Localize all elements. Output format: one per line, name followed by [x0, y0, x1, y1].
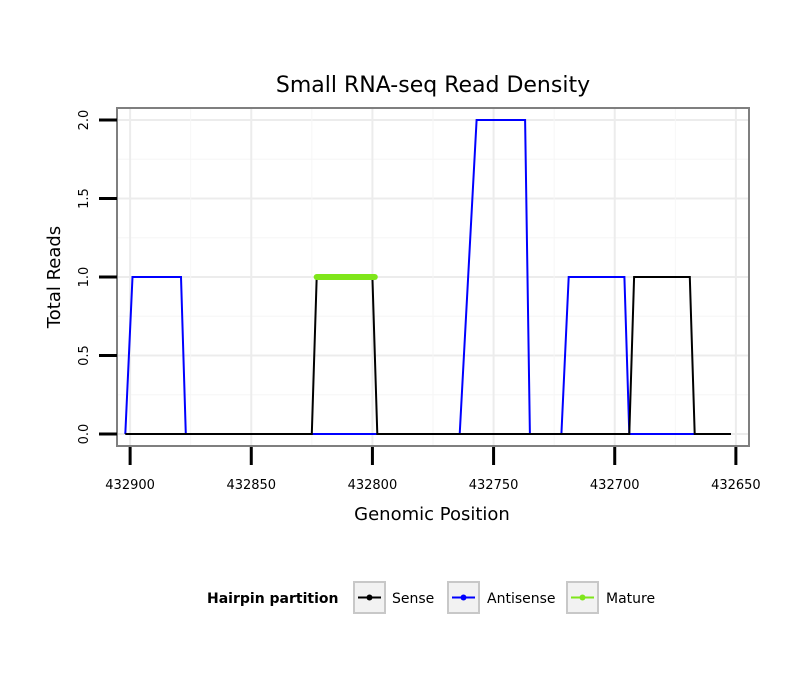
y-axis: 0.0 0.5 1.0 1.5 2.0 — [77, 110, 117, 445]
legend: Hairpin partition Sense Antisense Mature — [207, 581, 655, 614]
y-tick-label: 1.0 — [77, 267, 92, 288]
x-tick-label: 432750 — [469, 478, 519, 493]
y-axis-title: Total Reads — [44, 226, 65, 329]
series-layer — [124, 119, 731, 435]
legend-key-point — [579, 594, 586, 601]
legend-key-point — [366, 594, 373, 601]
x-axis-title: Genomic Position — [354, 504, 510, 525]
y-tick-label: 2.0 — [77, 110, 92, 131]
x-tick-label: 432700 — [590, 478, 640, 493]
legend-title: Hairpin partition — [207, 591, 338, 607]
series-line-sense — [125, 276, 731, 435]
y-tick-label: 0.5 — [77, 345, 92, 366]
x-tick-label: 432650 — [711, 478, 761, 493]
legend-label-antisense: Antisense — [487, 591, 556, 607]
x-tick-label: 432800 — [348, 478, 398, 493]
legend-key-point — [460, 594, 467, 601]
y-tick-label: 1.5 — [77, 188, 92, 209]
chart-title: Small RNA-seq Read Density — [276, 73, 590, 98]
legend-label-mature: Mature — [606, 591, 655, 607]
y-tick-label: 0.0 — [77, 424, 92, 445]
x-tick-label: 432850 — [226, 478, 276, 493]
series-line-antisense — [124, 119, 722, 435]
x-axis: 432900 432850 432800 432750 432700 432650 — [105, 447, 761, 493]
legend-label-sense: Sense — [392, 591, 434, 607]
x-tick-label: 432900 — [105, 478, 155, 493]
